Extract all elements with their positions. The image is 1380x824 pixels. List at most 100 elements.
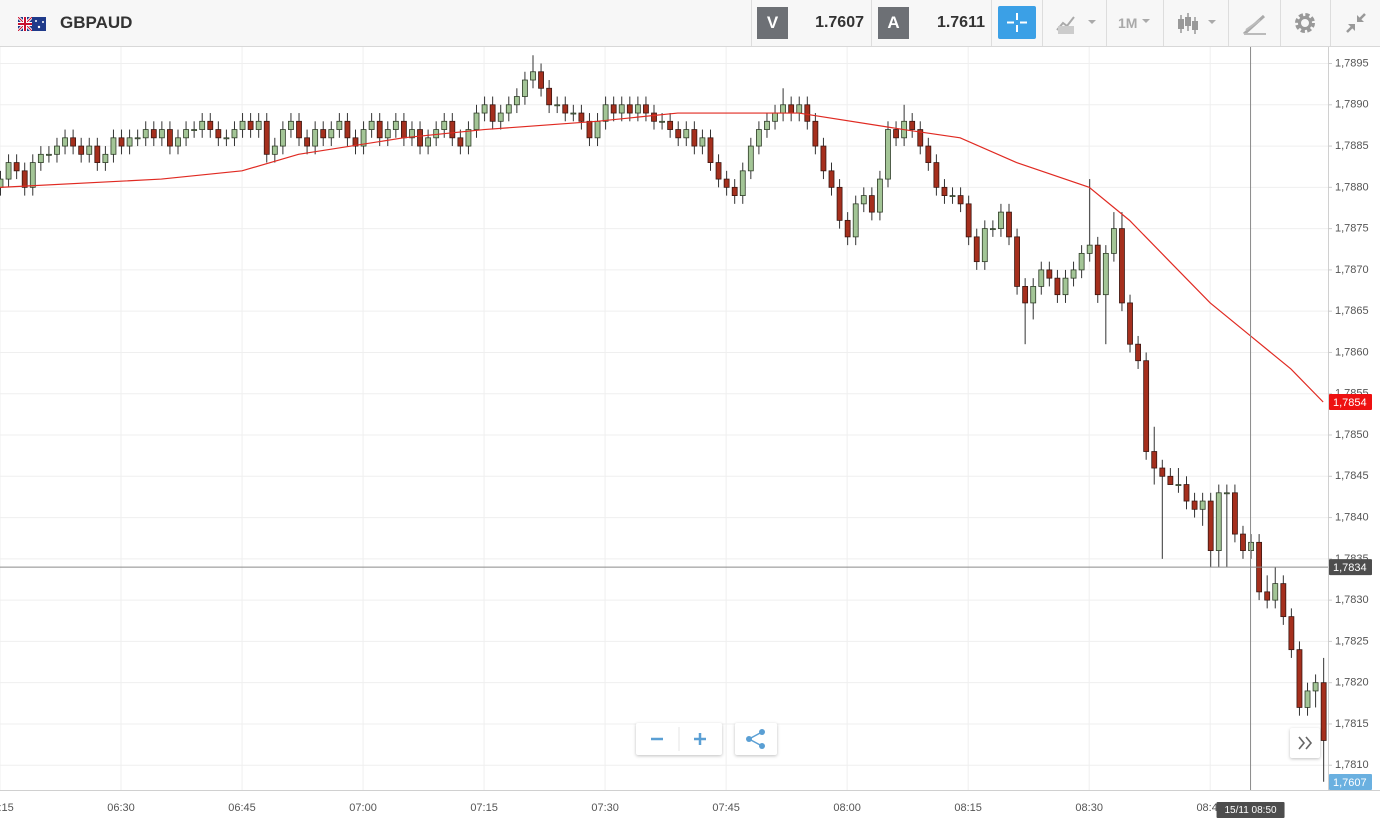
candle-body [70, 137, 77, 147]
candle-body [626, 104, 633, 114]
bid-price[interactable]: 1.7607 [815, 14, 864, 31]
candle-body [659, 120, 665, 123]
candle-body [513, 96, 520, 106]
candle-body [844, 219, 851, 238]
candle-body [489, 104, 496, 122]
candle-body [376, 120, 383, 139]
ask-price[interactable]: 1.7611 [936, 14, 985, 31]
candle-body [441, 120, 448, 130]
candle-body [594, 120, 601, 139]
candle-body [46, 153, 52, 156]
candle-body [167, 129, 173, 147]
candle-body [1014, 236, 1020, 287]
candle-body [247, 120, 254, 130]
candle-body [699, 137, 706, 147]
chart-type-button[interactable] [1055, 12, 1101, 36]
candle-body [94, 145, 101, 163]
candle-body [812, 120, 819, 147]
timeframe[interactable]: 1M [1118, 15, 1138, 31]
candle-body [860, 195, 867, 205]
y-tick-label: 1,7870 [1335, 264, 1369, 276]
candle-body [1288, 616, 1295, 651]
candle-body [223, 137, 230, 140]
toolbar: GBPAUD V 1.7607 A 1.7611 1M [0, 0, 1380, 47]
candle-body [13, 162, 20, 172]
candle-body [296, 120, 302, 139]
zoom-in[interactable] [694, 733, 706, 745]
candle-body [21, 170, 28, 188]
share-button[interactable] [735, 723, 777, 755]
candle-body [78, 145, 85, 155]
candle-body [1272, 583, 1279, 601]
time-badge [1216, 802, 1285, 818]
candle-body [1135, 343, 1141, 362]
candle-body [392, 120, 399, 130]
candle-body [933, 162, 940, 188]
candle-body [925, 145, 932, 163]
last-price-badge [1329, 774, 1372, 790]
candle-body [1264, 591, 1271, 601]
candle-body [62, 137, 68, 147]
candle-body [417, 129, 423, 147]
candle-body [957, 195, 964, 205]
candle-body [634, 104, 641, 114]
collapse-button[interactable] [1344, 11, 1368, 35]
draw-button[interactable] [1242, 12, 1268, 36]
candle-body [885, 129, 891, 180]
candle-body [804, 104, 811, 122]
candle-body [320, 129, 327, 139]
candle-body [1280, 583, 1287, 618]
x-tick-label: 07:30 [591, 802, 619, 814]
moving-average-line [0, 112, 1324, 403]
candle-body [973, 236, 980, 263]
candle-body [796, 104, 803, 114]
candle-body [110, 137, 117, 155]
candle-body [360, 129, 367, 147]
candle-body [255, 120, 262, 130]
candle-body [1094, 244, 1101, 296]
candle-body [328, 129, 335, 139]
candle-body [409, 129, 415, 139]
candle-body [755, 129, 762, 147]
candle-body [998, 211, 1004, 230]
candle-body [917, 129, 924, 147]
candle-body [554, 104, 561, 107]
candle-body [29, 162, 36, 188]
candle-body [1062, 277, 1069, 296]
candle-body [1296, 649, 1303, 708]
candle-body [651, 112, 657, 122]
candle-body [473, 112, 480, 130]
candle-body [304, 137, 310, 147]
candle-body [1006, 211, 1012, 238]
candle-body [570, 112, 577, 115]
settings-button[interactable] [1293, 11, 1317, 35]
candle-body [731, 186, 738, 197]
candle-body [707, 137, 714, 163]
candle-body [150, 129, 157, 139]
price-badge [1329, 559, 1372, 576]
candle-body [1054, 277, 1061, 296]
candle-body [54, 145, 60, 155]
candle-body [1159, 467, 1166, 477]
crosshair-button[interactable] [998, 6, 1036, 39]
candle-body [949, 195, 956, 198]
candle-body [1240, 533, 1246, 551]
candle-body [1175, 484, 1182, 486]
price-badge-label: 1,7834 [1333, 562, 1367, 574]
scroll-end-button[interactable] [1290, 728, 1320, 758]
candle-body [1207, 500, 1214, 551]
candle-body [199, 120, 206, 130]
candle-body [312, 129, 319, 147]
candle-body [384, 129, 391, 139]
candle-body [989, 228, 996, 231]
candle-body [868, 195, 875, 213]
zoom-icons [651, 727, 706, 751]
candle-body [852, 203, 859, 238]
x-tick-label: 07:45 [712, 802, 740, 814]
dropdown-icon [1142, 19, 1150, 23]
candle-body [207, 120, 214, 130]
y-tick-label: 1,7850 [1335, 429, 1369, 441]
candle-type-button[interactable] [1177, 12, 1221, 36]
candle-body [1110, 228, 1117, 254]
